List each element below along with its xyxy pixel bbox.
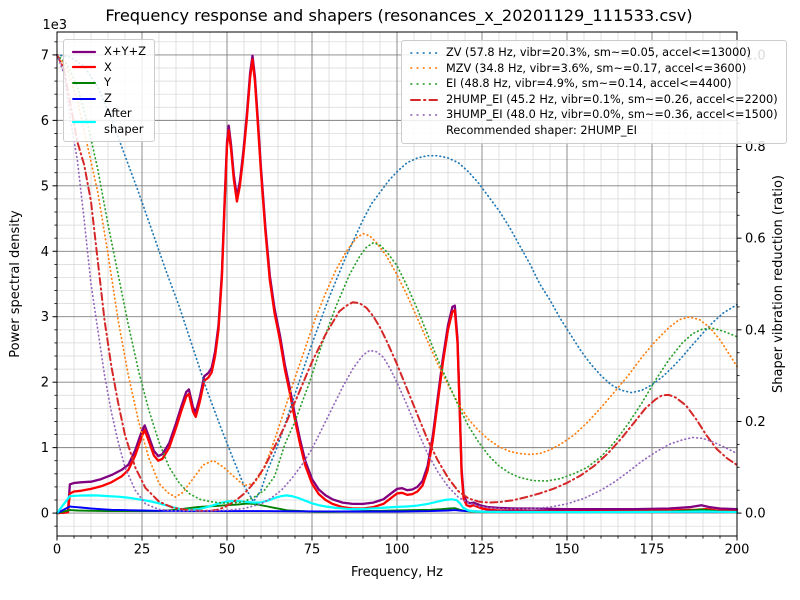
tick-label: 125 — [470, 543, 495, 558]
tick-label: 2 — [41, 376, 49, 391]
legend-entry-zv: ZV (57.8 Hz, vibr=20.3%, sm~=0.05, accel… — [409, 45, 778, 61]
tick-label: 6 — [41, 114, 49, 129]
legend-line-sample-mzv — [410, 67, 438, 70]
legend-line-sample-after-shaper — [71, 120, 97, 123]
legend-entry-x-y-z: X+Y+Z — [71, 44, 146, 60]
legend-label: EI (48.8 Hz, vibr=4.9%, sm~=0.14, accel<… — [446, 77, 732, 91]
tick-label: 150 — [555, 543, 580, 558]
chart-title: Frequency response and shapers (resonanc… — [105, 6, 692, 26]
legend-line-sample-x-y-z — [71, 50, 97, 53]
tick-label: 200 — [725, 543, 750, 558]
legend-entry-z: Z — [71, 91, 146, 107]
legend-shapers: ZV (57.8 Hz, vibr=20.3%, sm~=0.05, accel… — [401, 40, 787, 144]
series-x — [55, 58, 739, 515]
legend-entry-mzv: MZV (34.8 Hz, vibr=3.6%, sm~=0.17, accel… — [409, 61, 778, 77]
legend-entry-3hump-ei: 3HUMP_EI (48.0 Hz, vibr=0.0%, sm~=0.36, … — [409, 107, 778, 123]
series-ei — [56, 54, 738, 504]
series-layer — [55, 53, 739, 515]
legend-label: 2HUMP_EI (45.2 Hz, vibr=0.1%, sm~=0.26, … — [446, 92, 778, 106]
legend-label: Y — [104, 75, 112, 90]
tick-label: 0 — [53, 543, 61, 558]
series-2hump-ei — [56, 53, 738, 512]
tick-label: 0.4 — [745, 323, 766, 338]
x-axis-label: Frequency, Hz — [351, 565, 443, 580]
tick-label: 50 — [219, 543, 236, 558]
series-3hump-ei — [56, 54, 738, 512]
legend-line-sample-zv — [410, 51, 438, 54]
legend-line-sample-z — [72, 97, 96, 100]
series-zv — [56, 54, 738, 503]
legend-label: Z — [104, 90, 112, 105]
tick-label: 3 — [41, 310, 49, 325]
legend-psd: X+Y+Z X Y Z After shaper — [63, 39, 156, 143]
tick-label: 25 — [134, 543, 151, 558]
y-axis-label-right: Shaper vibration reduction (ratio) — [771, 175, 786, 393]
legend-label: X+Y+Z — [104, 44, 147, 59]
tick-label: 75 — [304, 543, 321, 558]
y-axis-offset-multiplier: 1e3 — [42, 18, 67, 33]
legend-recommended-label: Recommended shaper: 2HUMP_EI — [446, 124, 637, 138]
legend-label: MZV (34.8 Hz, vibr=3.6%, sm~=0.17, accel… — [446, 61, 747, 75]
legend-line-sample-x — [71, 66, 97, 69]
tick-label: 7 — [41, 48, 49, 63]
tick-label: 0.8 — [745, 140, 766, 155]
legend-line-sample-ei — [410, 83, 438, 85]
legend-label: After shaper — [104, 106, 144, 136]
legend-entry-after-shaper: After shaper — [71, 106, 146, 137]
legend-label: 3HUMP_EI (48.0 Hz, vibr=0.0%, sm~=0.36, … — [446, 108, 778, 122]
legend-entry-y: Y — [71, 75, 146, 91]
legend-sample-spacer — [409, 130, 439, 132]
legend-line-sample-3hump-ei — [410, 114, 438, 117]
legend-entry-ei: EI (48.8 Hz, vibr=4.9%, sm~=0.14, accel<… — [409, 76, 778, 92]
legend-line-sample-y — [72, 82, 96, 84]
legend-line-sample-2hump-ei — [410, 98, 438, 101]
tick-label: 5 — [41, 179, 49, 194]
legend-entry-2hump-ei: 2HUMP_EI (45.2 Hz, vibr=0.1%, sm~=0.26, … — [409, 92, 778, 108]
tick-label: 0 — [41, 507, 49, 522]
legend-label: ZV (57.8 Hz, vibr=20.3%, sm~=0.05, accel… — [446, 46, 751, 60]
tick-label: 100 — [385, 543, 410, 558]
legend-entry-x: X — [71, 60, 146, 76]
tick-label: 0.2 — [745, 415, 766, 430]
legend-recommended-shaper: Recommended shaper: 2HUMP_EI — [409, 123, 778, 139]
tick-label: 4 — [41, 245, 49, 260]
tick-label: 0.6 — [745, 232, 766, 247]
tick-label: 175 — [640, 543, 665, 558]
tick-label: 1 — [41, 441, 49, 456]
y-axis-label-left: Power spectral density — [8, 210, 23, 358]
series-after-shaper — [55, 494, 739, 515]
tick-label: 0.0 — [745, 507, 766, 522]
legend-label: X — [104, 59, 112, 74]
